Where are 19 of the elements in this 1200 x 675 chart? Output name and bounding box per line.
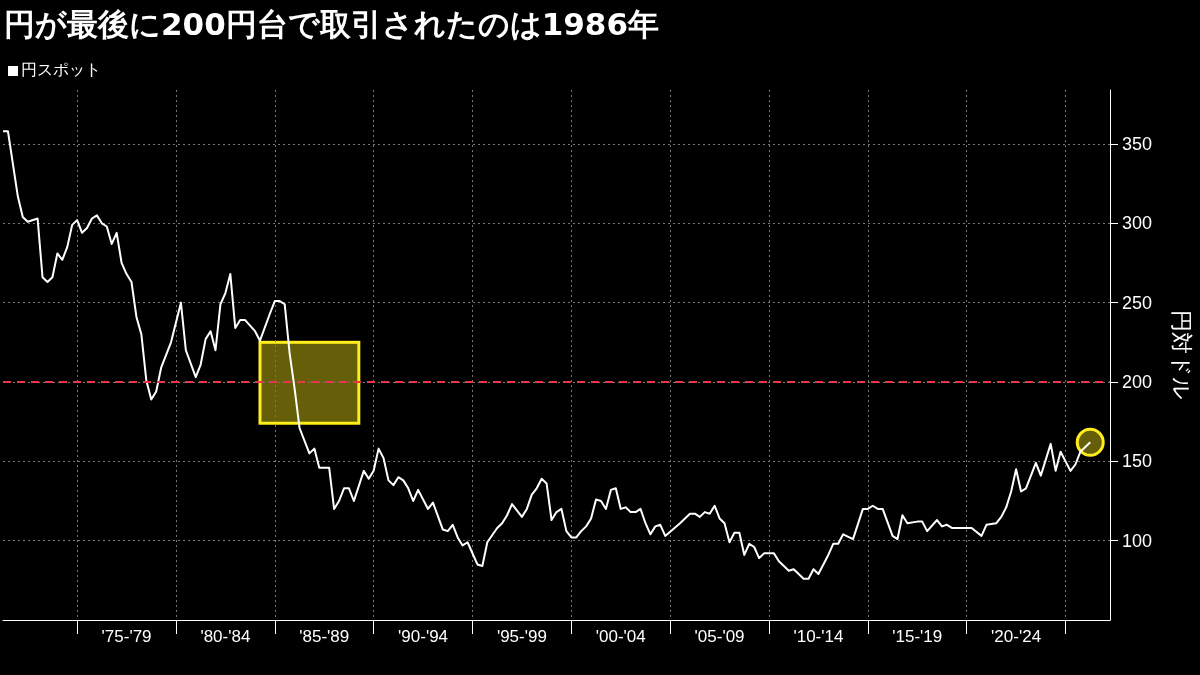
x-tick-label: '15-'19 — [892, 627, 943, 646]
y-tick-label: 150 — [1122, 451, 1153, 472]
x-tick-label: '85-'89 — [299, 627, 350, 646]
y-tick-label: 200 — [1122, 371, 1153, 392]
y-tick-label: 100 — [1122, 530, 1153, 551]
chart-title: 円が最後に200円台で取引されたのは1986年 — [4, 5, 659, 44]
x-tick-label: '05-'09 — [694, 627, 745, 646]
x-tick-label: '10-'14 — [793, 627, 844, 646]
x-tick-label: '95-'99 — [496, 627, 547, 646]
y-tick-label: 350 — [1122, 133, 1153, 154]
x-tick-label: '20-'24 — [991, 627, 1042, 646]
y-tick-label: 300 — [1122, 213, 1153, 234]
y-tick-label: 250 — [1122, 292, 1153, 313]
x-tick-label: '00-'04 — [595, 627, 646, 646]
legend-label: 円スポット — [21, 60, 101, 81]
x-tick-label: '80-'84 — [200, 627, 251, 646]
x-tick-label: '90-'94 — [398, 627, 449, 646]
y-axis-title: 円対ドル — [1168, 310, 1194, 400]
x-tick-label: '75-'79 — [101, 627, 152, 646]
